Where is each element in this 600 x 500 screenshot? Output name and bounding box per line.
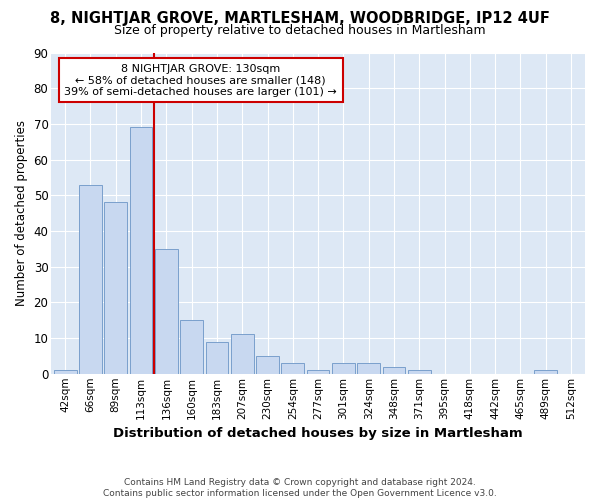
Bar <box>535 370 557 374</box>
X-axis label: Distribution of detached houses by size in Martlesham: Distribution of detached houses by size … <box>113 427 523 440</box>
Bar <box>206 342 228 374</box>
Text: 8 NIGHTJAR GROVE: 130sqm
← 58% of detached houses are smaller (148)
39% of semi-: 8 NIGHTJAR GROVE: 130sqm ← 58% of detach… <box>64 64 337 97</box>
Bar <box>408 370 431 374</box>
Text: Size of property relative to detached houses in Martlesham: Size of property relative to detached ho… <box>114 24 486 37</box>
Bar <box>358 363 380 374</box>
Bar <box>180 320 203 374</box>
Bar <box>281 363 304 374</box>
Bar <box>130 128 152 374</box>
Text: 8, NIGHTJAR GROVE, MARTLESHAM, WOODBRIDGE, IP12 4UF: 8, NIGHTJAR GROVE, MARTLESHAM, WOODBRIDG… <box>50 11 550 26</box>
Bar <box>104 202 127 374</box>
Bar <box>54 370 77 374</box>
Bar <box>332 363 355 374</box>
Bar <box>155 249 178 374</box>
Bar <box>256 356 279 374</box>
Bar <box>231 334 254 374</box>
Text: Contains HM Land Registry data © Crown copyright and database right 2024.
Contai: Contains HM Land Registry data © Crown c… <box>103 478 497 498</box>
Bar <box>383 366 406 374</box>
Bar <box>307 370 329 374</box>
Bar <box>79 184 102 374</box>
Y-axis label: Number of detached properties: Number of detached properties <box>15 120 28 306</box>
